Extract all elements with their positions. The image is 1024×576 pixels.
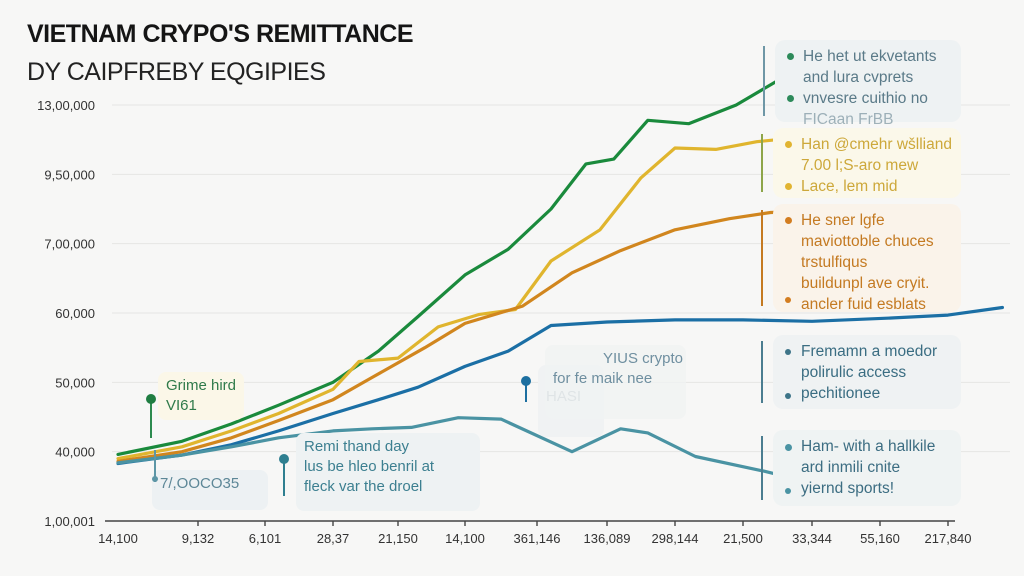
bullet-icon xyxy=(785,183,792,190)
annotation-yellow: Han @cmehr wšlliand 7.00 l;S-aro mew Lac… xyxy=(761,128,961,198)
annotation-text: Fremamn a moedor xyxy=(801,343,938,360)
series-line-orange xyxy=(116,209,814,463)
annotation-text: 7/,OOCO35 xyxy=(160,475,240,492)
annotation-text: fleck var the droel xyxy=(304,478,423,495)
annotation-text: ard inmili cnite xyxy=(801,459,901,476)
annotation-text: Han @cmehr wšlliand xyxy=(801,136,952,153)
annotation-text: vnvesre cuithio no xyxy=(803,90,928,107)
annotation-text: for fe maik nee xyxy=(553,370,653,387)
annotation-text: 7.00 l;S-aro mew xyxy=(801,157,919,174)
chart-title: VIETNAM CRYPO'S REMITTANCE xyxy=(27,20,414,48)
pin-dot-icon xyxy=(146,394,156,404)
chart-subtitle: DY CAIPFREBY EQGIPIES xyxy=(27,58,326,86)
annotation-oocob: 7/,OOCO35 xyxy=(152,470,268,510)
annotation-text: polirulic access xyxy=(801,364,907,381)
annotation-text: YIUS crypto xyxy=(603,350,684,367)
y-tick-label: 60,000 xyxy=(55,306,95,321)
x-axis: 14,100 9,132 6,101 28,37 21,150 14,100 361,146… xyxy=(98,520,972,546)
series-line-teal xyxy=(116,416,814,485)
annotation-grime: Grime hird VI61 xyxy=(158,372,245,420)
annotation-yius: YIUS crypto for fe maik nee xyxy=(545,345,686,419)
x-tick-label: 55,160 xyxy=(860,531,900,546)
annotation-remi: Remi thand day lus be hleo benril at fle… xyxy=(296,433,480,511)
x-tick-label: 21,150 xyxy=(378,531,418,546)
annotation-text: Ham- with a hallkile xyxy=(801,438,936,455)
pin-marker xyxy=(146,394,156,438)
annotation-text: FICaan FrBB xyxy=(803,111,894,128)
annotation-text: Grime hird xyxy=(166,377,237,394)
x-tick-label: 217,840 xyxy=(925,531,972,546)
x-tick-label: 28,37 xyxy=(317,531,350,546)
bullet-icon xyxy=(785,349,791,355)
x-tick-label: 9,132 xyxy=(182,531,215,546)
annotation-text: trstulfiqus xyxy=(801,254,868,271)
pin-marker xyxy=(152,450,158,482)
annotation-bar xyxy=(761,134,763,192)
annotation-orange: He sner lgfe maviottoble chuces trstulfi… xyxy=(761,204,961,313)
bullet-icon xyxy=(785,217,792,224)
pin-marker xyxy=(279,454,289,496)
x-tick-label: 33,344 xyxy=(792,531,832,546)
series-lines xyxy=(116,47,1004,485)
bullet-icon xyxy=(785,141,792,148)
series-line-yellow xyxy=(116,134,814,461)
annotation-blue: Fremamn a moedor polirulic access pechit… xyxy=(761,335,961,409)
y-tick-label: 7,00,000 xyxy=(44,237,95,252)
x-tick-label: 14,100 xyxy=(98,531,138,546)
annotation-bar xyxy=(761,436,763,500)
annotation-text: buildunpl ave cryit. xyxy=(801,275,930,292)
annotation-bar xyxy=(761,341,763,403)
annotation-text: maviottoble chuces xyxy=(801,233,934,250)
annotation-text: Remi thand day xyxy=(304,438,410,455)
annotation-bar xyxy=(761,210,763,306)
bullet-icon xyxy=(785,297,791,303)
annotation-bar xyxy=(763,46,765,116)
x-tick-label: 136,089 xyxy=(584,531,631,546)
annotation-text: lus be hleo benril at xyxy=(304,458,435,475)
bullet-icon xyxy=(785,444,792,451)
annotation-text: yiernd sports! xyxy=(801,480,895,497)
bullet-icon xyxy=(785,393,791,399)
annotation-text: ancler fuid esblats xyxy=(801,296,926,313)
series-line-green xyxy=(116,47,814,456)
bullet-icon xyxy=(785,488,791,494)
y-axis: 1,00,001 40,000 50,000 60,000 7,00,000 9,50,0… xyxy=(37,98,95,529)
bullet-icon xyxy=(787,53,794,60)
y-tick-label: 40,000 xyxy=(55,445,95,460)
pin-dot-icon xyxy=(279,454,289,464)
x-tick-label: 361,146 xyxy=(514,531,561,546)
pin-dot-icon xyxy=(152,476,158,482)
series-line-blue xyxy=(116,305,1004,466)
y-tick-label: 1,00,001 xyxy=(44,514,95,529)
y-tick-label: 50,000 xyxy=(55,375,95,390)
annotation-text: He het ut ekvetants xyxy=(803,48,937,65)
annotation-green: He het ut ekvetants and lura cvprets vnv… xyxy=(763,40,961,128)
y-tick-label: 9,50,000 xyxy=(44,167,95,182)
x-tick-label: 6,101 xyxy=(249,531,282,546)
pin-marker xyxy=(521,376,531,402)
x-tick-label: 14,100 xyxy=(445,531,485,546)
annotation-teal: Ham- with a hallkile ard inmili cnite yi… xyxy=(761,430,961,506)
annotation-text: and lura cvprets xyxy=(803,69,914,86)
x-tick-label: 21,500 xyxy=(723,531,763,546)
annotation-text: He sner lgfe xyxy=(801,212,885,229)
x-tick-label: 298,144 xyxy=(652,531,699,546)
pin-dot-icon xyxy=(521,376,531,386)
bullet-icon xyxy=(787,95,794,102)
annotation-text: VI61 xyxy=(166,397,197,414)
annotation-text: Lace, lem mid xyxy=(801,178,898,195)
y-tick-label: 13,00,000 xyxy=(37,98,95,113)
annotation-text: pechitionee xyxy=(801,385,881,402)
